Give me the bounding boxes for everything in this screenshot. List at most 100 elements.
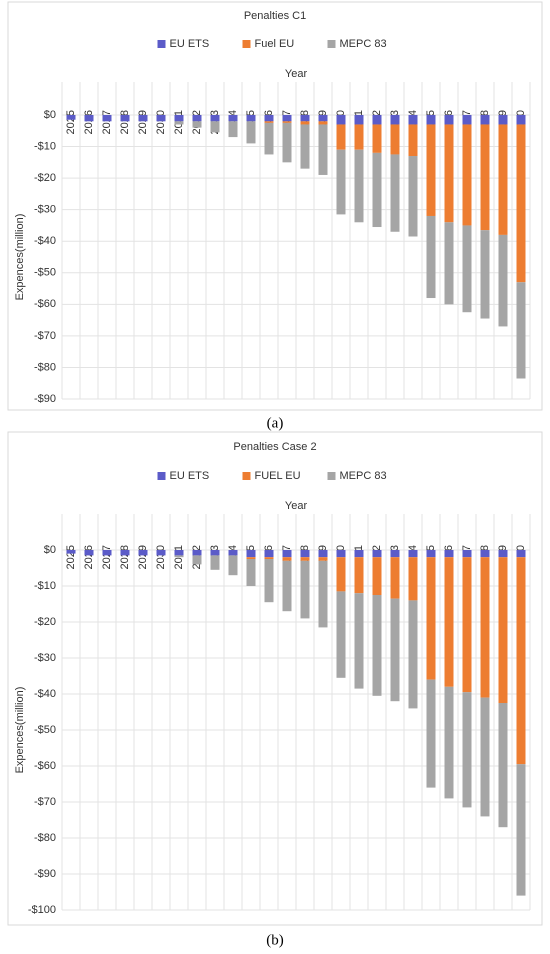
x-axis-title: Year: [285, 68, 308, 80]
bar-segment: [480, 115, 490, 125]
bar-segment: [516, 764, 526, 896]
y-axis-title: Expences(million): [14, 214, 26, 301]
bar-segment: [300, 121, 310, 125]
bar-segment: [102, 550, 112, 556]
legend-swatch: [157, 472, 166, 480]
bar-segment: [444, 222, 454, 305]
bar-segment: [282, 550, 292, 558]
y-tick-label: -$40: [34, 688, 56, 700]
bar-segment: [282, 121, 292, 123]
x-tick-label: 2025: [65, 110, 77, 134]
bar-segment: [390, 154, 400, 232]
y-axis-title: Expences(million): [14, 687, 26, 774]
bar-segment: [264, 121, 274, 123]
legend-swatch: [327, 40, 336, 48]
bar-segment: [390, 598, 400, 702]
bar-segment: [498, 550, 508, 558]
legend-label: MEPC 83: [340, 38, 387, 50]
x-tick-label: 2029: [137, 110, 149, 134]
bar-segment: [174, 550, 184, 556]
y-tick-label: -$90: [34, 868, 56, 880]
bar-segment: [480, 550, 490, 558]
bar-segment: [516, 282, 526, 379]
bar-segment: [282, 557, 292, 561]
x-tick-label: 2028: [119, 110, 131, 134]
bar-segment: [300, 115, 310, 122]
legend-label: EU ETS: [170, 470, 210, 482]
bar-segment: [210, 115, 220, 122]
legend-swatch: [157, 40, 166, 48]
bar-segment: [444, 115, 454, 125]
chart-title: Penalties C1: [244, 10, 306, 22]
y-tick-label: -$10: [34, 140, 56, 152]
bar-segment: [336, 557, 346, 592]
bar-segment: [390, 124, 400, 155]
x-tick-label: 2026: [83, 110, 95, 134]
bar-segment: [408, 557, 418, 601]
x-tick-label: 2028: [119, 545, 131, 569]
bar-segment: [516, 557, 526, 765]
caption: (b): [266, 932, 284, 948]
bar-segment: [318, 560, 328, 628]
x-tick-label: 2030: [155, 545, 167, 569]
bar-segment: [444, 550, 454, 558]
panel-a: [7, 1, 543, 411]
bar-segment: [372, 152, 382, 228]
bar-segment: [264, 557, 274, 559]
bar-segment: [462, 557, 472, 693]
x-tick-label: 2025: [65, 545, 77, 569]
bar-segment: [426, 115, 436, 125]
bar-segment: [516, 124, 526, 283]
bar-segment: [336, 591, 346, 678]
bar-segment: [336, 149, 346, 215]
bar-segment: [390, 115, 400, 125]
y-tick-label: -$30: [34, 204, 56, 216]
bar-segment: [246, 559, 256, 586]
bar-segment: [336, 115, 346, 125]
bar-segment: [192, 115, 202, 122]
panel-b: [7, 431, 543, 926]
bar-segment: [318, 124, 328, 175]
bar-segment: [498, 234, 508, 327]
bar-segment: [462, 124, 472, 226]
legend-label: FUEL EU: [255, 470, 301, 482]
bar-segment: [264, 559, 274, 603]
bar-segment: [300, 550, 310, 558]
bar-segment: [192, 555, 202, 565]
y-tick-label: -$70: [34, 796, 56, 808]
y-tick-label: -$80: [34, 361, 56, 373]
bar-segment: [426, 557, 436, 680]
bar-segment: [264, 550, 274, 558]
bar-segment: [210, 121, 220, 133]
bar-segment: [516, 550, 526, 558]
bar-segment: [444, 686, 454, 799]
bar-segment: [408, 600, 418, 709]
bar-segment: [462, 550, 472, 558]
bar-segment: [498, 115, 508, 125]
legend-label: EU ETS: [170, 38, 210, 50]
bar-segment: [390, 550, 400, 558]
bar-segment: [138, 550, 148, 556]
y-tick-label: -$40: [34, 235, 56, 247]
bar-segment: [354, 115, 364, 125]
bar-segment: [372, 115, 382, 125]
bar-segment: [282, 122, 292, 163]
y-tick-label: -$50: [34, 724, 56, 736]
bar-segment: [300, 560, 310, 619]
y-tick-label: $0: [44, 109, 56, 121]
bar-segment: [228, 550, 238, 556]
bar-segment: [498, 124, 508, 235]
y-tick-label: -$100: [28, 904, 56, 916]
bar-segment: [426, 124, 436, 216]
x-tick-label: 2027: [101, 545, 113, 569]
y-tick-label: -$80: [34, 832, 56, 844]
bar-segment: [498, 703, 508, 828]
bar-segment: [336, 124, 346, 150]
bar-segment: [282, 115, 292, 122]
y-tick-label: -$60: [34, 298, 56, 310]
bar-segment: [444, 557, 454, 687]
y-tick-label: -$30: [34, 652, 56, 664]
y-tick-label: $0: [44, 544, 56, 556]
bar-segment: [480, 557, 490, 698]
